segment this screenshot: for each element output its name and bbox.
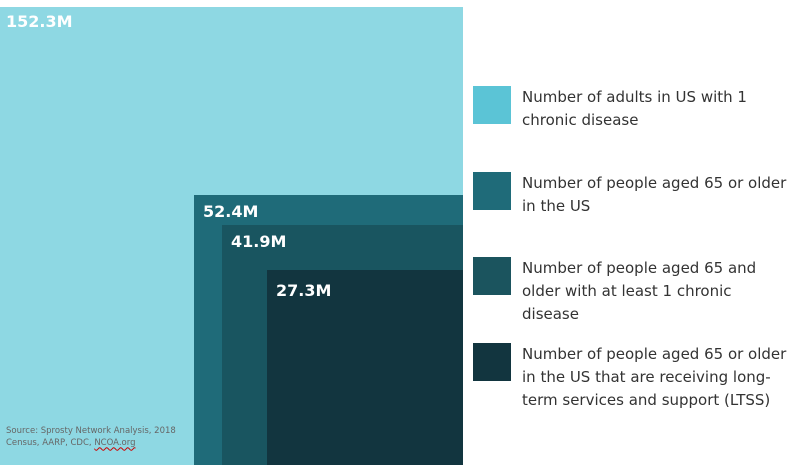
value-label-1: 152.3M bbox=[6, 12, 73, 31]
source-link: NCOA.org bbox=[94, 437, 136, 448]
legend-swatch bbox=[473, 257, 511, 295]
legend-item-2: Number of people aged 65 or older in the… bbox=[473, 172, 787, 252]
legend-label: Number of adults in US with 1 chronic di… bbox=[522, 88, 747, 129]
area-box-4: 27.3M bbox=[267, 270, 463, 465]
source-note: Source: Sprosty Network Analysis, 2018 C… bbox=[6, 426, 186, 449]
value-label-3: 41.9M bbox=[231, 232, 287, 251]
legend-item-4: Number of people aged 65 or older in the… bbox=[473, 343, 787, 423]
source-text: Source: Sprosty Network Analysis, 2018 C… bbox=[6, 426, 176, 448]
legend-label: Number of people aged 65 or older in the… bbox=[522, 174, 787, 215]
legend-swatch bbox=[473, 172, 511, 210]
legend-label: Number of people aged 65 or older in the… bbox=[522, 345, 787, 409]
legend-label: Number of people aged 65 and older with … bbox=[522, 259, 757, 323]
legend-swatch bbox=[473, 86, 511, 124]
legend-item-3: Number of people aged 65 and older with … bbox=[473, 257, 785, 337]
legend-swatch bbox=[473, 343, 511, 381]
value-label-2: 52.4M bbox=[203, 202, 259, 221]
legend-item-1: Number of adults in US with 1 chronic di… bbox=[473, 86, 785, 166]
value-label-4: 27.3M bbox=[276, 281, 332, 300]
